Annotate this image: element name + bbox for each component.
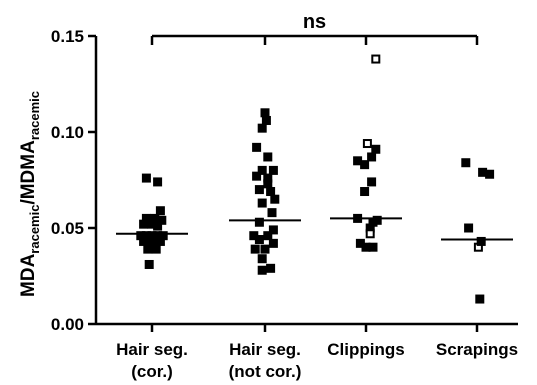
- x-axis: Hair seg. (cor.) Hair seg. (not cor.) Clippi…: [96, 322, 518, 381]
- data-point: [150, 236, 160, 246]
- data-point: [266, 187, 276, 197]
- data-point: [355, 238, 365, 248]
- significance-label: ns: [303, 11, 326, 33]
- data-point-open: [365, 229, 375, 239]
- y-tick-label: 0.00: [51, 315, 84, 334]
- data-point: [263, 231, 273, 241]
- data-point: [257, 165, 267, 175]
- data-point: [155, 206, 165, 216]
- data-point: [360, 160, 370, 170]
- y-label-segment: /MDMA: [18, 140, 39, 205]
- data-point: [254, 217, 264, 227]
- data-point: [153, 177, 163, 187]
- data-point: [141, 173, 151, 183]
- data-point: [147, 231, 157, 241]
- x-category-label: Scrapings: [436, 340, 518, 359]
- data-point: [461, 158, 471, 168]
- y-axis: 0.00 0.05 0.10 0.15: [51, 27, 98, 334]
- data-point: [250, 244, 260, 254]
- x-category-label: (not cor.): [229, 362, 302, 381]
- y-axis-label-text: MDAracemic/MDMAracemic: [18, 91, 42, 297]
- data-point: [268, 165, 278, 175]
- data-point: [475, 294, 485, 304]
- data-point: [261, 115, 271, 125]
- median-lines: [116, 217, 513, 241]
- data-point: [476, 236, 486, 246]
- data-points: [136, 54, 495, 304]
- data-point: [139, 236, 149, 246]
- data-point: [254, 235, 264, 245]
- data-point: [139, 219, 149, 229]
- data-point: [252, 142, 262, 152]
- data-point: [371, 144, 381, 154]
- y-axis-label: MDAracemic/MDMAracemic: [18, 91, 42, 297]
- data-point: [368, 242, 378, 252]
- data-point: [254, 185, 264, 195]
- data-point-open: [371, 54, 381, 64]
- y-label-subscript: racemic: [27, 205, 42, 254]
- data-point: [150, 213, 160, 223]
- data-point: [147, 219, 157, 229]
- data-point: [263, 179, 273, 189]
- data-point: [257, 123, 267, 133]
- x-category-label: Hair seg.: [116, 340, 188, 359]
- data-point: [268, 225, 278, 235]
- data-point: [367, 177, 377, 187]
- x-category-label: Clippings: [327, 340, 404, 359]
- data-point: [268, 238, 278, 248]
- data-point: [141, 213, 151, 223]
- x-category-label: Hair seg.: [229, 340, 301, 359]
- y-label-subscript: racemic: [27, 91, 42, 140]
- data-point: [464, 223, 474, 233]
- data-point: [257, 265, 267, 275]
- data-point: [353, 156, 363, 166]
- significance-bracket: ns: [150, 11, 479, 45]
- data-point: [257, 198, 267, 208]
- data-point: [151, 244, 161, 254]
- data-point: [478, 167, 488, 177]
- y-tick-label: 0.15: [51, 27, 84, 46]
- data-point: [270, 194, 280, 204]
- data-point: [141, 231, 151, 241]
- data-point: [136, 231, 146, 241]
- data-point: [143, 244, 153, 254]
- y-tick-label: 0.05: [51, 219, 84, 238]
- data-point: [361, 242, 371, 252]
- data-point: [360, 187, 370, 197]
- data-point: [252, 171, 262, 181]
- data-point: [155, 236, 165, 246]
- data-point: [353, 213, 363, 223]
- y-label-segment: MDA: [18, 253, 39, 297]
- data-point: [485, 169, 495, 179]
- data-point: [267, 208, 277, 218]
- data-point: [367, 152, 377, 162]
- data-point: [365, 223, 375, 233]
- data-point: [368, 217, 378, 227]
- data-point: [260, 108, 270, 118]
- data-point: [144, 236, 154, 246]
- data-point: [260, 244, 270, 254]
- data-point: [144, 259, 154, 269]
- data-point: [157, 215, 167, 225]
- data-point: [249, 231, 259, 241]
- data-point-open: [362, 139, 372, 149]
- data-point: [257, 254, 267, 264]
- data-point: [153, 221, 163, 231]
- data-point: [266, 263, 276, 273]
- data-point: [158, 231, 168, 241]
- data-point: [263, 152, 273, 162]
- x-category-label: (cor.): [131, 362, 173, 381]
- data-point: [263, 173, 273, 183]
- y-tick-label: 0.10: [51, 123, 84, 142]
- data-point: [153, 231, 163, 241]
